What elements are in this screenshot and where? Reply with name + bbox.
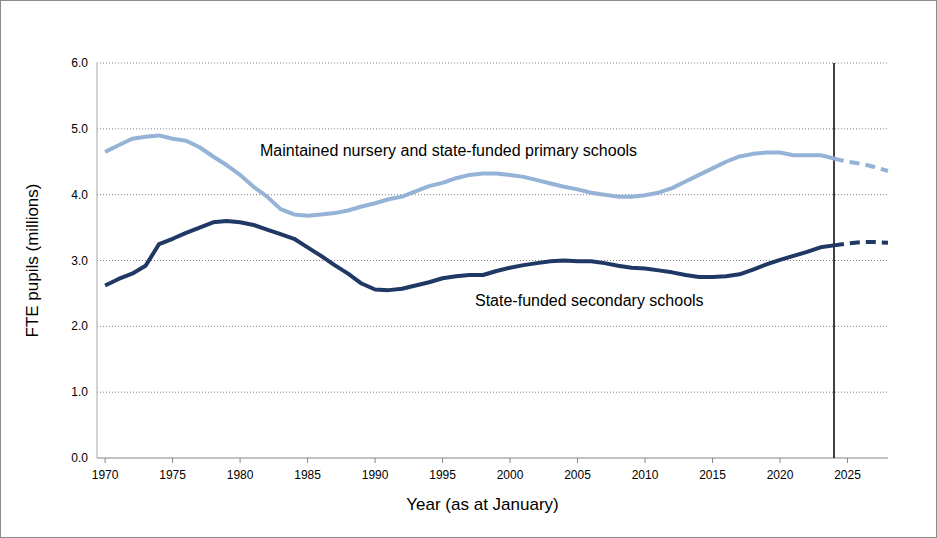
y-tick-label: 4.0 <box>71 188 88 202</box>
x-tick-label: 1985 <box>294 468 321 482</box>
x-tick-label: 1990 <box>362 468 389 482</box>
projection-line <box>833 63 835 458</box>
x-tick <box>577 458 578 463</box>
grid-line <box>97 260 888 261</box>
x-tick <box>240 458 241 463</box>
y-tick-label: 5.0 <box>71 122 88 136</box>
projection-line-series <box>834 158 888 171</box>
x-tick <box>442 458 443 463</box>
grid-line <box>97 128 888 129</box>
x-tick-label: 1980 <box>227 468 254 482</box>
x-axis <box>97 458 888 459</box>
x-tick <box>645 458 646 463</box>
series-label: State-funded secondary schools <box>475 292 704 309</box>
x-tick <box>712 458 713 463</box>
x-tick-label: 2000 <box>497 468 524 482</box>
chart-frame <box>1 1 937 538</box>
y-axis <box>97 63 98 458</box>
series-line <box>105 221 834 290</box>
x-tick <box>105 458 106 463</box>
x-tick <box>510 458 511 463</box>
x-tick-label: 2010 <box>632 468 659 482</box>
chart: 0.0 1.0 2.0 3.0 4.0 5.0 6.0 1970 1975 1980 1985 199… <box>0 0 937 538</box>
projection-line-series <box>834 242 888 245</box>
grid-line <box>97 63 888 64</box>
y-axis-title: FTE pupils (millions) <box>23 184 42 338</box>
x-tick <box>172 458 173 463</box>
grid-line <box>97 392 888 393</box>
x-tick-label: 2005 <box>564 468 591 482</box>
y-tick-label: 2.0 <box>71 319 88 333</box>
x-axis-title: Year (as at January) <box>406 495 558 514</box>
x-tick <box>847 458 848 463</box>
x-tick-label: 2025 <box>834 468 861 482</box>
x-tick-label: 2015 <box>699 468 726 482</box>
x-tick-label: 1995 <box>429 468 456 482</box>
y-tick-label: 6.0 <box>71 56 88 70</box>
grid-line <box>97 326 888 327</box>
x-tick <box>780 458 781 463</box>
x-tick <box>375 458 376 463</box>
x-tick-label: 1975 <box>159 468 186 482</box>
series-line <box>105 135 834 215</box>
series-label: Maintained nursery and state-funded prim… <box>260 142 637 159</box>
x-tick-label: 1970 <box>92 468 119 482</box>
x-tick-label: 2020 <box>767 468 794 482</box>
plot-area <box>105 63 888 458</box>
grid-line <box>97 194 888 195</box>
y-tick-label: 0.0 <box>71 451 88 465</box>
y-tick-label: 1.0 <box>71 385 88 399</box>
y-tick-label: 3.0 <box>71 254 88 268</box>
x-tick <box>307 458 308 463</box>
